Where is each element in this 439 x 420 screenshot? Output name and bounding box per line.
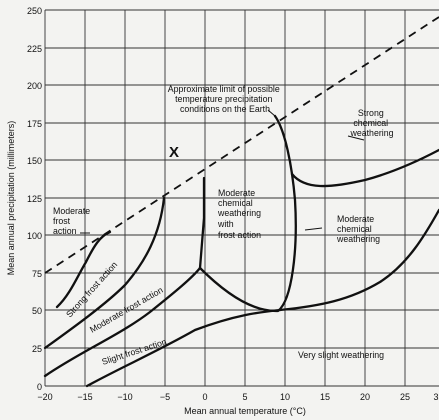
x-axis-title: Mean annual temperature (°C) <box>184 406 306 416</box>
curve-strong-chemical-lower <box>290 148 439 188</box>
x-tick-minus20: −20 <box>37 392 52 402</box>
moderate-frost-line-3: action <box>53 226 77 236</box>
x-tick-minus15: −15 <box>77 392 92 402</box>
curve-moderate-chemical-left <box>198 114 297 313</box>
x-tick-minus10: −10 <box>117 392 132 402</box>
limit-line-label: Approximate limit of possible temperatur… <box>168 84 282 114</box>
limit-label-line-3: conditions on the Earth <box>180 104 270 114</box>
x-tick-minus5: −5 <box>160 392 170 402</box>
moderate-chem-frost-label: Moderate chemical weathering with frost … <box>217 188 264 240</box>
mcf-line-5: frost action <box>218 230 261 240</box>
moderate-frost-line-1: Moderate <box>53 206 90 216</box>
curve-strong-frost-upper <box>55 230 112 309</box>
leader-limit-label <box>267 109 276 117</box>
x-tick-5: 5 <box>242 392 247 402</box>
moderate-frost-label: Moderate frost action <box>53 206 93 236</box>
mcf-line-3: weathering <box>217 208 261 218</box>
y-tick-125: 125 <box>27 194 42 204</box>
strong-chemical-line-2: chemical <box>353 118 388 128</box>
moderate-chemical-line-2: chemical <box>337 224 372 234</box>
x-marker: X <box>169 144 179 161</box>
strong-chemical-line-1: Strong <box>358 108 384 118</box>
x-tick-25: 25 <box>400 392 410 402</box>
curve-strong-frost-lower <box>43 196 166 350</box>
curve-moderate-frost-lower <box>43 266 202 378</box>
y-tick-50: 50 <box>32 306 42 316</box>
curve-slight-frost-lower <box>85 308 282 388</box>
moderate-chemical-label: Moderate chemical weathering <box>336 214 380 244</box>
x-tick-15: 15 <box>320 392 330 402</box>
y-tick-100: 100 <box>27 231 42 241</box>
limit-label-line-1: Approximate limit of possible <box>168 84 280 94</box>
y-tick-250: 250 <box>27 6 42 16</box>
y-tick-0: 0 <box>37 382 42 392</box>
curve-very-slight-boundary <box>278 208 439 312</box>
x-tick-30-partial: 3 <box>433 392 438 402</box>
x-tick-labels: −20 −15 −10 −5 0 5 10 15 20 25 3 <box>37 392 438 402</box>
grid <box>44 9 439 387</box>
leader-strong-chemical <box>347 135 365 141</box>
mcf-line-1: Moderate <box>218 188 255 198</box>
y-tick-225: 225 <box>27 44 42 54</box>
x-tick-0: 0 <box>202 392 207 402</box>
y-tick-labels: 250 225 200 175 150 125 100 75 50 25 0 <box>27 6 42 392</box>
moderate-chemical-line-1: Moderate <box>337 214 374 224</box>
strong-chemical-label: Strong chemical weathering <box>349 108 393 138</box>
very-slight-label: Very slight weathering <box>298 350 384 360</box>
y-tick-175: 175 <box>27 119 42 129</box>
y-tick-25: 25 <box>32 344 42 354</box>
x-tick-10: 10 <box>280 392 290 402</box>
moderate-chemical-line-3: weathering <box>336 234 380 244</box>
y-axis-title: Mean annual precipitation (millimeters) <box>6 121 16 276</box>
limit-label-line-2: temperature precipitation <box>175 94 272 104</box>
curve-zero-boundary <box>198 176 206 270</box>
mcf-line-4: with <box>217 219 234 229</box>
strong-chemical-line-3: weathering <box>349 128 393 138</box>
leader-moderate-chemical <box>304 227 323 231</box>
y-tick-75: 75 <box>32 269 42 279</box>
y-tick-200: 200 <box>27 81 42 91</box>
y-tick-150: 150 <box>27 156 42 166</box>
moderate-frost-line-2: frost <box>53 216 71 226</box>
mcf-line-2: chemical <box>218 198 253 208</box>
x-tick-20: 20 <box>360 392 370 402</box>
